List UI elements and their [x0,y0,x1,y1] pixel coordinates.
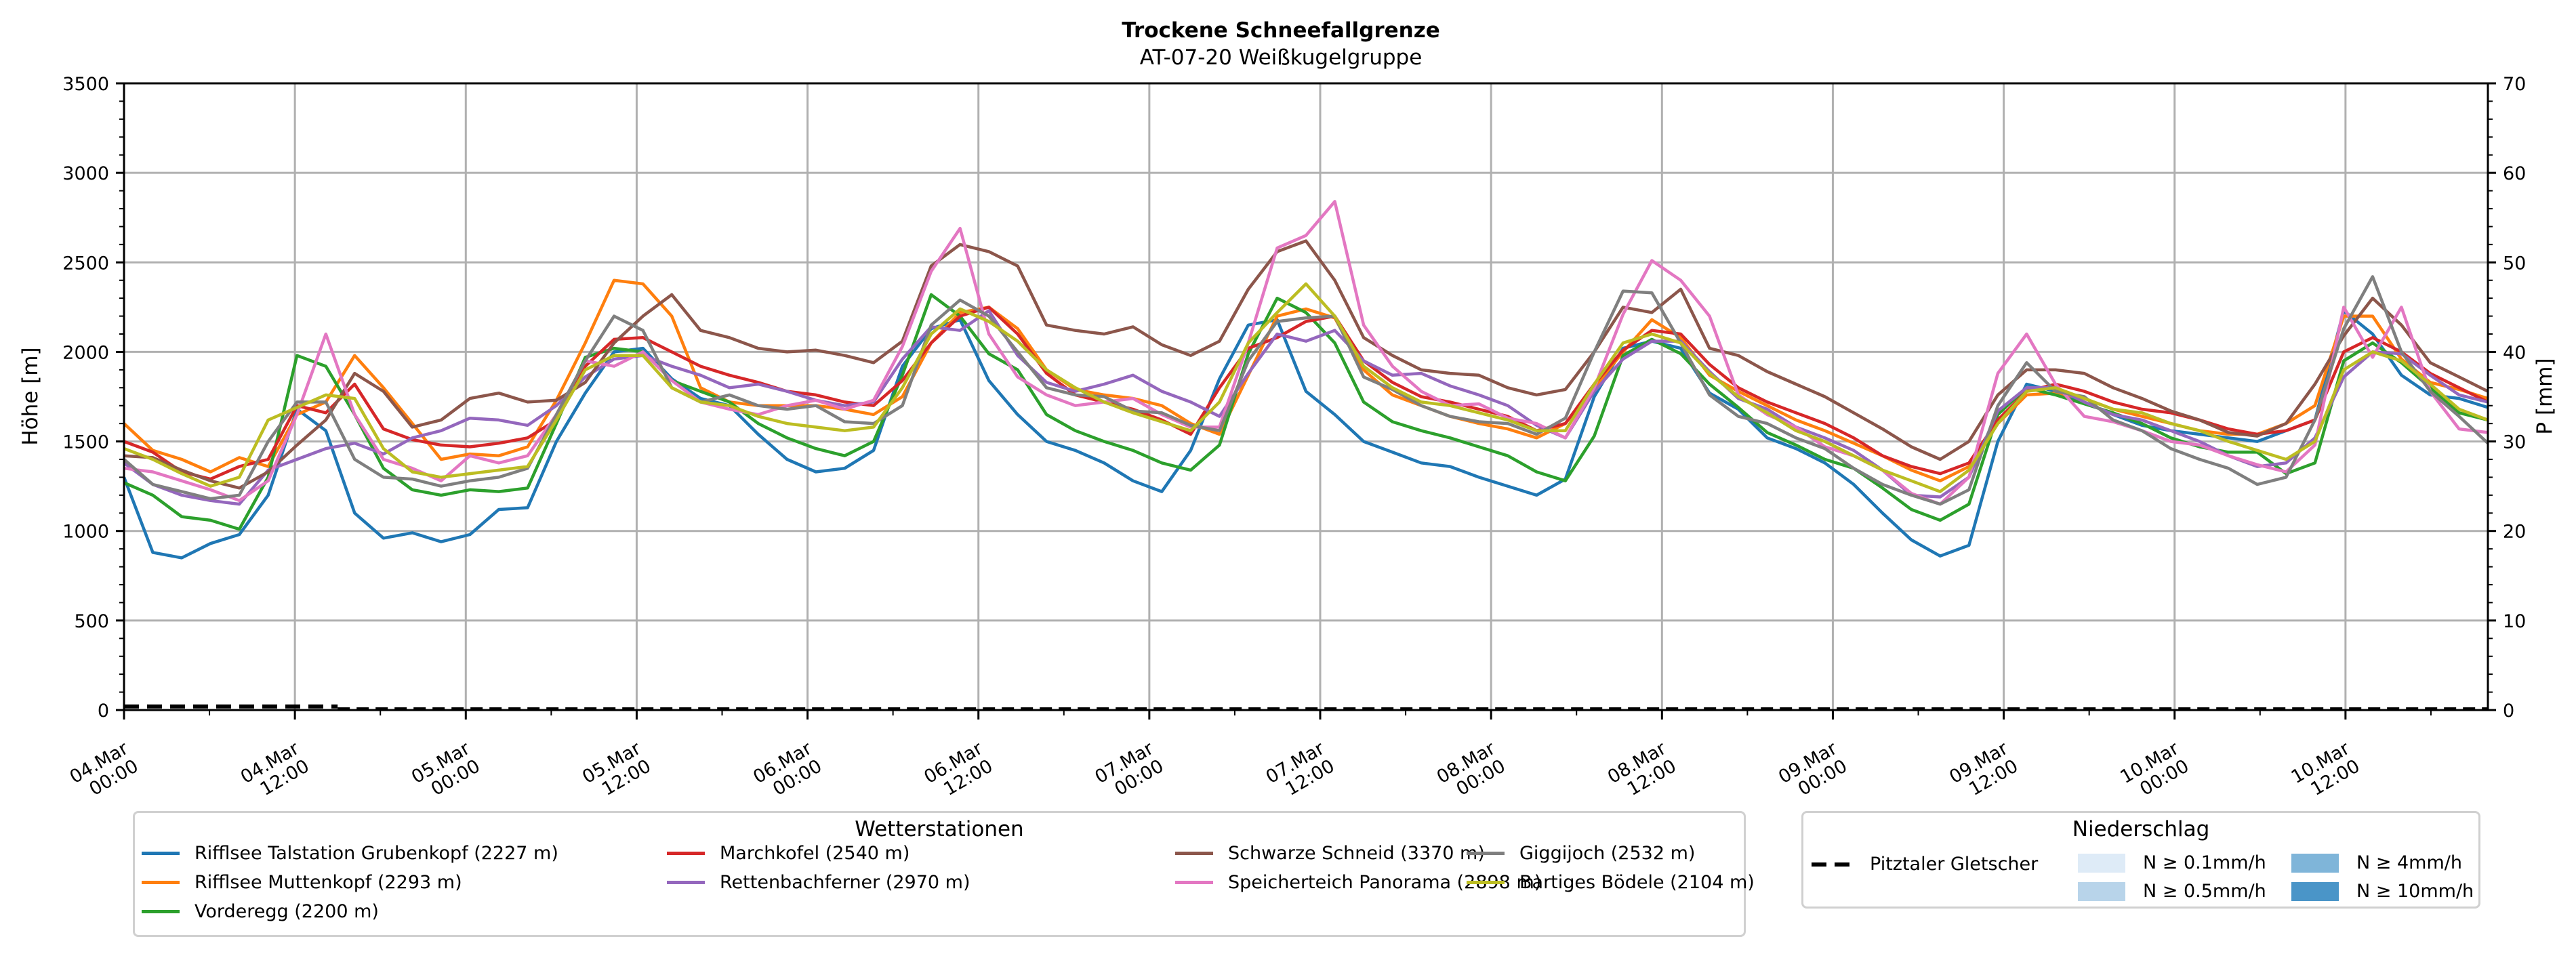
x-axis: 04.Mar00:00 04.Mar12:00 05.Mar00:00 05.Mar1… [66,710,2432,806]
y2-tick-label: 70 [2503,74,2526,95]
precip-series [124,704,2488,710]
legend-label: Marchkofel (2540 m) [720,843,910,864]
legend-label: Pitztaler Gletscher [1870,854,2039,875]
legend-item-station: Rifflsee Talstation Grubenkopf (2227 m) [142,843,558,864]
x-tick-label: 06.Mar00:00 [750,738,826,806]
chart-title: Trockene Schneefallgrenze [1122,18,1440,43]
legend-swatch [667,881,705,884]
legend-label: N ≥ 10mm/h [2356,881,2474,902]
legend-swatch [142,852,180,855]
legend-swatch [1467,852,1505,855]
legend-patch [2291,853,2339,873]
legend-item-station: Schwarze Schneid (3370 m) [1175,843,1485,864]
x-tick-label: 08.Mar12:00 [1604,738,1681,806]
legend-item-precip-class: N ≥ 0.5mm/h [2078,881,2266,902]
legend-item-station: Rettenbachferner (2970 m) [667,872,970,893]
legend-item-station: Vorderegg (2200 m) [142,901,379,922]
series-line [123,278,2489,482]
y-axis-label: Höhe [m] [18,347,43,445]
x-tick-label: 08.Mar00:00 [1433,738,1510,806]
legend-stations-title: Wetterstationen [855,817,1024,841]
legend-item-station: Bartiges Bödele (2104 m) [1467,872,1755,893]
y-axis-left: 0 500 1000 1500 2000 2500 3000 3500 [62,74,124,722]
legend-label: Rifflsee Muttenkopf (2293 m) [195,872,462,893]
legend-item-pitztaler: Pitztaler Gletscher [1812,854,2038,875]
plot-frame [123,82,2489,711]
x-tick-label: 07.Mar12:00 [1263,738,1339,806]
legend-label: Rifflsee Talstation Grubenkopf (2227 m) [195,843,558,864]
series-line [123,306,2489,481]
series-lines [122,200,2489,560]
legend-item-station: Giggijoch (2532 m) [1467,843,1695,864]
legend-item-precip-class: N ≥ 0.1mm/h [2078,852,2266,873]
y-tick-label: 1500 [62,432,109,453]
legend-label: Vorderegg (2200 m) [195,901,379,922]
legend-patch [2078,853,2125,873]
x-tick-label: 09.Mar12:00 [1946,738,2022,806]
x-tick-label: 04.Mar00:00 [66,738,143,806]
legend-label: Giggijoch (2532 m) [1519,843,1696,864]
legend-item-precip-class: N ≥ 4mm/h [2291,852,2462,873]
x-tick-label: 09.Mar00:00 [1775,738,1852,806]
legend-label: N ≥ 0.5mm/h [2143,881,2266,902]
series-line [123,200,2489,506]
legend-item-station: Marchkofel (2540 m) [667,843,909,864]
y-tick-label: 2000 [62,342,109,363]
x-tick-label: 10.Mar00:00 [2117,738,2193,806]
y-tick-label: 3500 [62,74,109,95]
y-tick-label: 2500 [62,253,109,274]
legend-swatch [142,881,180,884]
series-line [122,309,2489,560]
x-tick-label: 05.Mar12:00 [579,738,655,806]
series-line [123,275,2489,506]
y2-tick-label: 40 [2503,342,2526,363]
legend-swatch [1175,881,1213,884]
y2-tick-label: 20 [2503,522,2526,543]
series-line [123,282,2489,493]
legend-label: Bartiges Bödele (2104 m) [1519,872,1755,893]
legend-item-station: Rifflsee Muttenkopf (2293 m) [142,872,462,893]
x-tick-label: 06.Mar12:00 [920,738,997,806]
dashed-line-swatch [1812,862,1849,867]
legend-label: Rettenbachferner (2970 m) [720,872,970,893]
legend-patch [2291,881,2339,901]
y2-tick-label: 60 [2503,163,2526,184]
legend-patch [2078,881,2125,901]
x-tick-label: 04.Mar12:00 [237,738,314,806]
legend-label: N ≥ 0.1mm/h [2143,852,2266,873]
y-axis-right: 0 10 20 30 40 50 60 70 [2488,74,2526,722]
y2-tick-label: 10 [2503,611,2526,632]
legend-swatch [1175,852,1213,855]
y2-tick-label: 0 [2503,701,2514,722]
chart-subtitle: AT-07-20 Weißkugelgruppe [1140,45,1423,70]
legend-swatch [1467,881,1505,884]
x-tick-label: 10.Mar12:00 [2288,738,2365,806]
legend-label: Schwarze Schneid (3370 m) [1228,843,1485,864]
y-tick-label: 1000 [62,522,109,543]
y-tick-label: 3000 [62,163,109,184]
y2-axis-label: P [mm] [2533,358,2557,434]
y2-tick-label: 30 [2503,432,2526,453]
y-tick-label: 500 [74,611,109,632]
y-tick-label: 0 [98,701,109,722]
legend-stations: Wetterstationen Rifflsee Talstation Grub… [133,811,1755,937]
legend-item-precip-class: N ≥ 10mm/h [2291,881,2474,902]
legend-swatch [142,910,180,913]
legend-swatch [667,852,705,855]
x-tick-label: 07.Mar00:00 [1092,738,1168,806]
y2-tick-label: 50 [2503,253,2526,274]
series-line [123,239,2489,490]
legend-label: N ≥ 4mm/h [2356,852,2462,873]
legend-precip-title: Niederschlag [2072,817,2210,841]
x-tick-label: 05.Mar00:00 [408,738,485,806]
legend-precip: Niederschlag Pitztaler Gletscher N ≥ 0.1… [1801,811,2480,909]
